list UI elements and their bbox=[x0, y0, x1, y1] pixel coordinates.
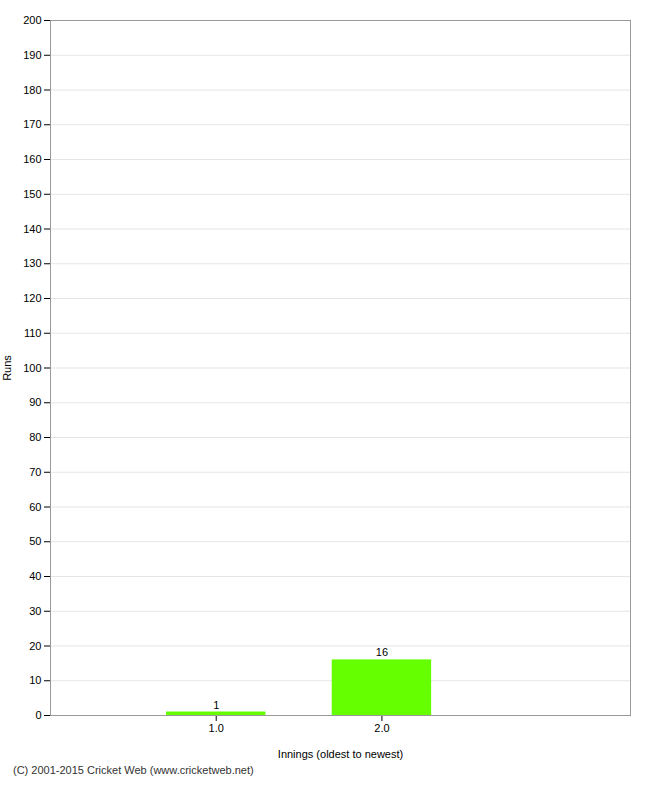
svg-text:110: 110 bbox=[24, 327, 42, 339]
svg-text:70: 70 bbox=[29, 466, 41, 478]
svg-text:30: 30 bbox=[29, 605, 41, 617]
svg-text:120: 120 bbox=[23, 292, 41, 304]
svg-text:10: 10 bbox=[29, 674, 41, 686]
svg-text:100: 100 bbox=[23, 362, 41, 374]
svg-text:2.0: 2.0 bbox=[374, 722, 389, 734]
svg-text:160: 160 bbox=[23, 153, 41, 165]
svg-text:200: 200 bbox=[23, 14, 41, 26]
svg-text:1: 1 bbox=[213, 699, 219, 711]
svg-text:170: 170 bbox=[23, 118, 41, 130]
svg-text:0: 0 bbox=[35, 709, 41, 721]
svg-text:150: 150 bbox=[23, 188, 41, 200]
svg-text:180: 180 bbox=[23, 84, 41, 96]
svg-text:50: 50 bbox=[29, 535, 41, 547]
svg-text:130: 130 bbox=[23, 257, 41, 269]
svg-text:Runs: Runs bbox=[1, 355, 13, 381]
svg-text:16: 16 bbox=[376, 646, 388, 658]
svg-text:80: 80 bbox=[29, 431, 41, 443]
svg-text:40: 40 bbox=[29, 570, 41, 582]
svg-text:190: 190 bbox=[23, 49, 41, 61]
svg-text:20: 20 bbox=[29, 640, 41, 652]
svg-text:60: 60 bbox=[29, 501, 41, 513]
svg-text:90: 90 bbox=[29, 396, 41, 408]
html-text:(C) 2001-2015 Cricket Web (www: (C) 2001-2015 Cricket Web (www.cricketwe… bbox=[13, 764, 254, 776]
svg-text:140: 140 bbox=[23, 223, 41, 235]
svg-text:1.0: 1.0 bbox=[209, 722, 224, 734]
svg-text:Innings (oldest to newest): Innings (oldest to newest) bbox=[278, 748, 403, 760]
